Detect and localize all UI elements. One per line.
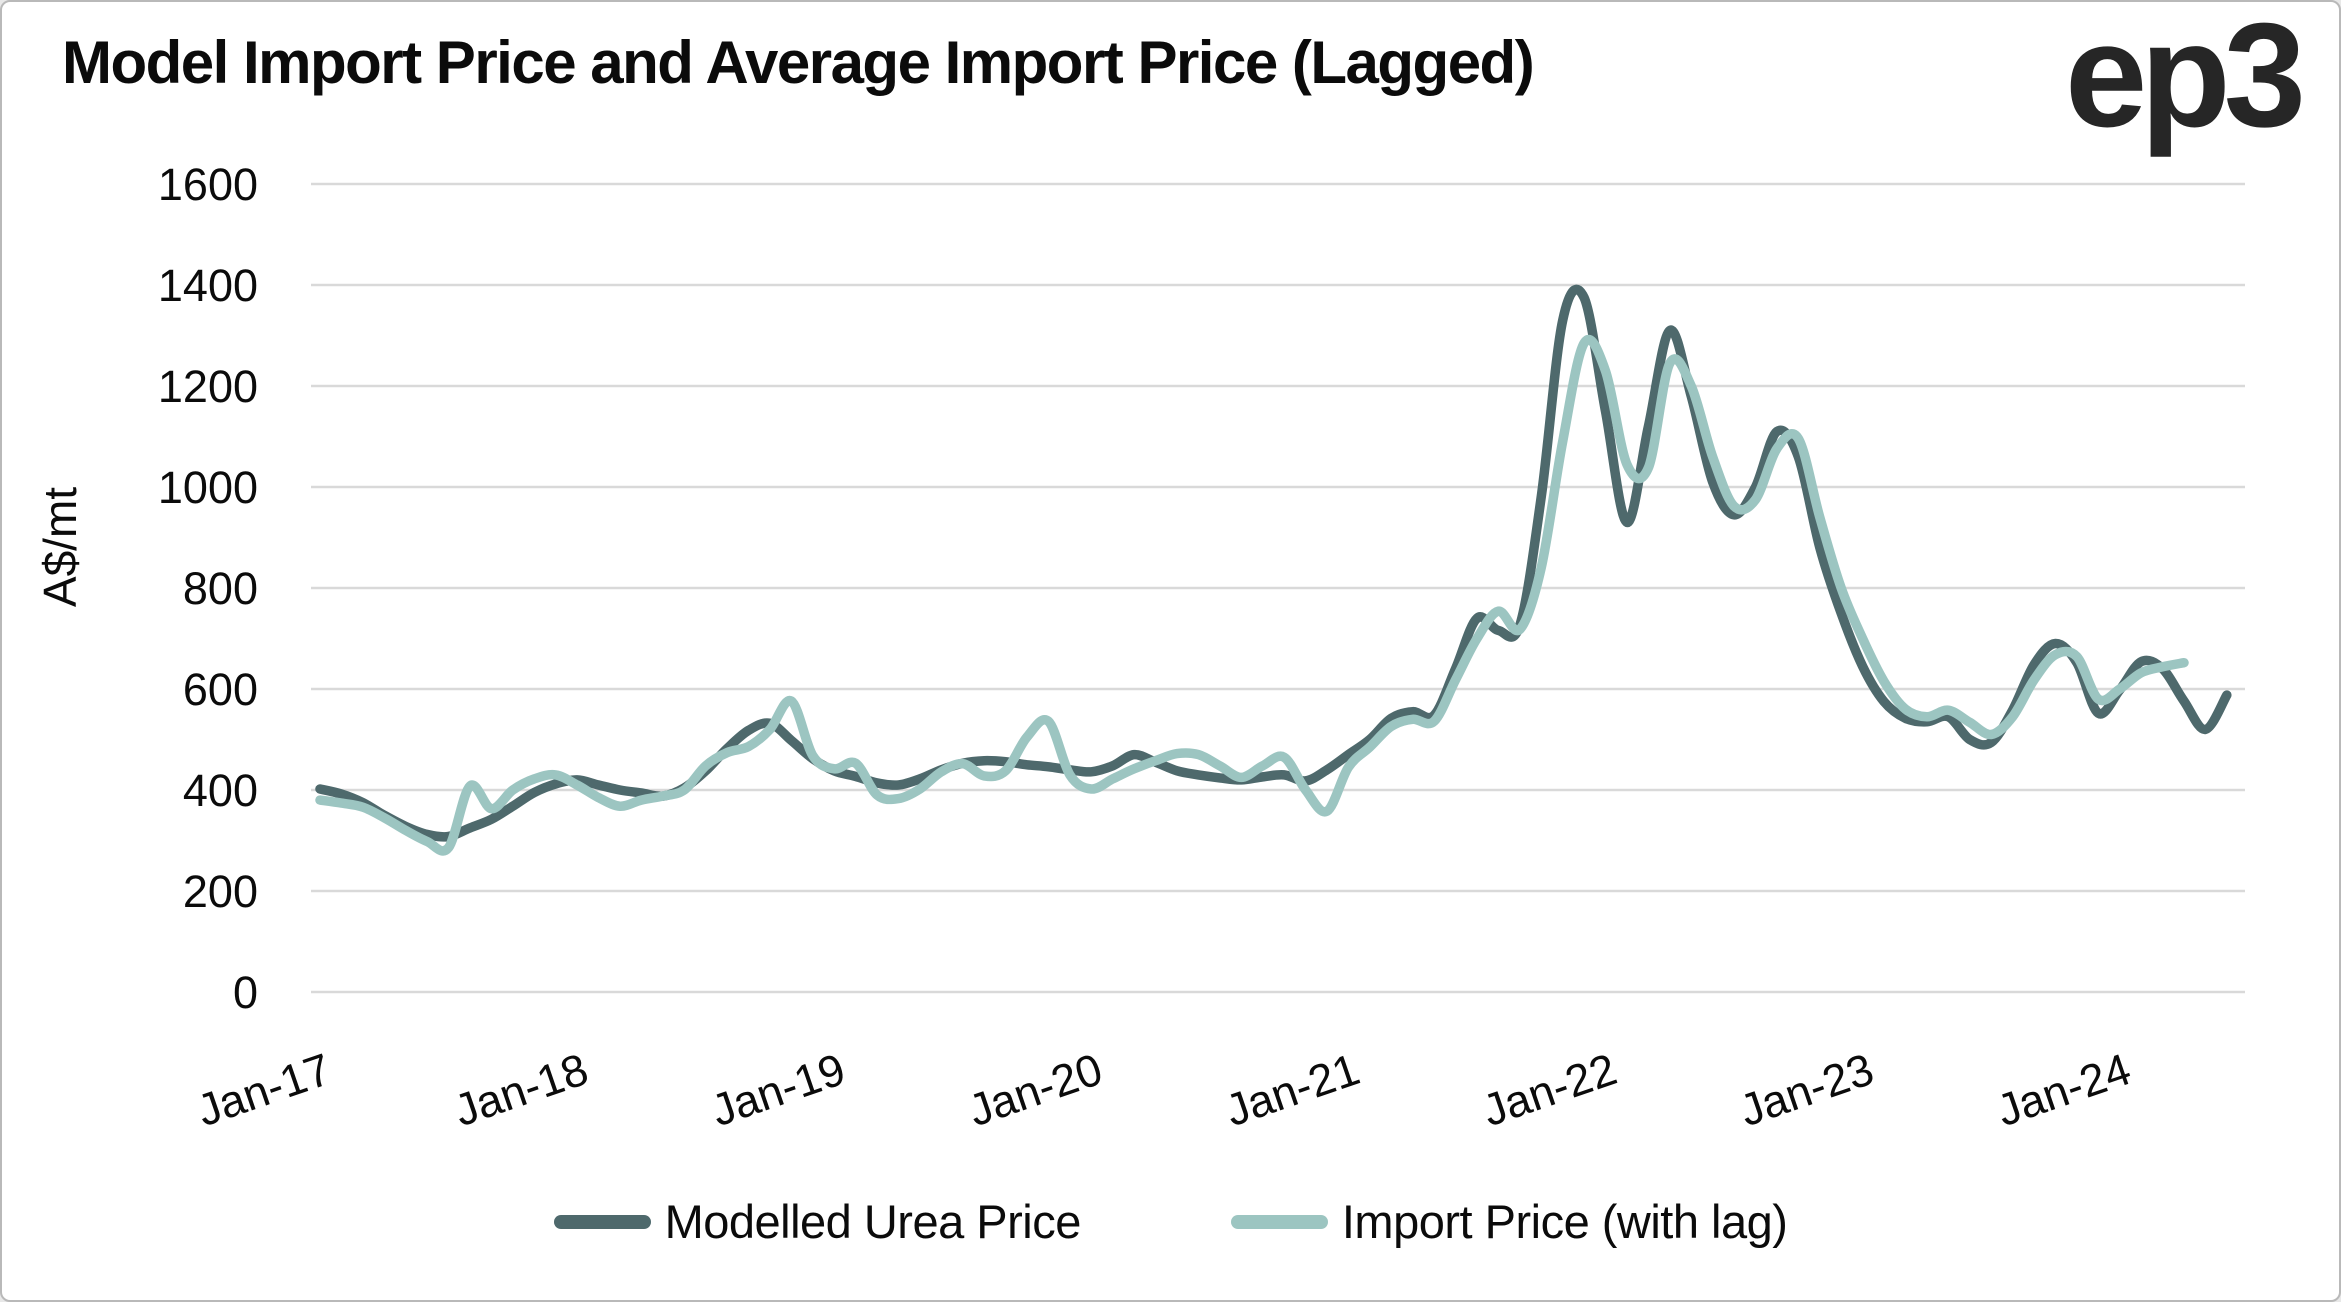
legend-label: Import Price (with lag) xyxy=(1341,1195,1788,1248)
series-line-import-price-with-lag xyxy=(315,334,2189,856)
legend-line-marker-icon xyxy=(1230,1214,1328,1229)
y-axis-tick-labels: 0 200 400 600 800 1000 1200 1400 1600 xyxy=(158,159,258,1018)
series-line-modelled-urea-price xyxy=(315,284,2232,842)
y-tick-label: 1200 xyxy=(158,361,258,412)
legend-item-import-price-with-lag: Import Price (with lag) xyxy=(1230,1194,1788,1249)
series-lines xyxy=(315,284,2232,856)
y-tick-label: 1400 xyxy=(158,260,258,311)
x-tick-label: Jan-20 xyxy=(962,1043,1109,1136)
y-axis-title: A$/mt xyxy=(34,487,86,607)
y-tick-label: 200 xyxy=(183,866,258,917)
page-title: Model Import Price and Average Import Pr… xyxy=(62,29,1535,96)
y-tick-label: 1000 xyxy=(158,462,258,513)
y-tick-label: 1600 xyxy=(158,159,258,210)
ep3-logo: ep3 xyxy=(2064,0,2306,158)
x-tick-label: Jan-23 xyxy=(1733,1043,1880,1136)
y-axis-title-text: A$/mt xyxy=(34,487,86,607)
x-tick-label: Jan-24 xyxy=(1990,1043,2137,1136)
y-tick-label: 0 xyxy=(233,967,258,1018)
legend-label: Modelled Urea Price xyxy=(664,1195,1082,1248)
x-tick-label: Jan-22 xyxy=(1476,1043,1623,1136)
y-tick-label: 400 xyxy=(183,765,258,816)
y-tick-label: 600 xyxy=(183,664,258,715)
x-tick-label: Jan-18 xyxy=(448,1043,595,1136)
legend: Modelled Urea Price Import Price (with l… xyxy=(2,1194,2339,1249)
y-gridlines xyxy=(311,182,2245,994)
y-tick-label: 800 xyxy=(183,563,258,614)
x-tick-label: Jan-19 xyxy=(705,1043,852,1136)
x-tick-label: Jan-21 xyxy=(1219,1043,1366,1136)
x-tick-label: Jan-17 xyxy=(191,1043,338,1136)
x-axis-tick-labels: Jan-17 Jan-18 Jan-19 Jan-20 Jan-21 Jan-22 Jan-… xyxy=(191,1043,2137,1136)
legend-item-modelled-urea-price: Modelled Urea Price xyxy=(553,1194,1082,1249)
legend-line-marker-icon xyxy=(553,1214,651,1229)
